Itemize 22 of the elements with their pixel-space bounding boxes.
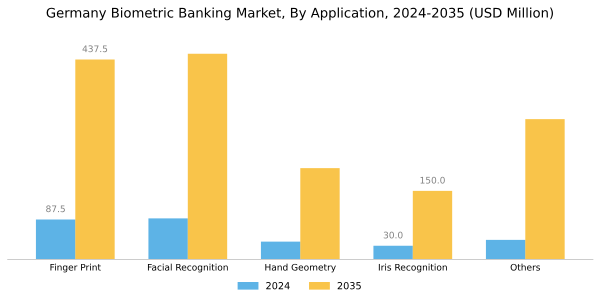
bar	[300, 168, 340, 260]
legend-label: 2035	[338, 282, 361, 290]
data-label: 87.5	[46, 205, 65, 212]
x-tick-label: Facial Recognition	[148, 264, 228, 272]
bar	[260, 242, 300, 260]
bar	[75, 60, 115, 260]
bar	[188, 54, 228, 260]
x-tick-label: Finger Print	[50, 264, 101, 272]
bar	[373, 246, 413, 260]
data-label: 150.0	[420, 176, 445, 184]
bar	[36, 220, 76, 260]
bar	[525, 119, 565, 260]
x-tick-label: Iris Recognition	[378, 264, 447, 272]
x-tick-label: Hand Geometry	[265, 264, 336, 272]
bar	[412, 190, 452, 260]
legend-label: 2024	[266, 282, 290, 290]
bar	[148, 218, 188, 260]
x-tick-label: Others	[510, 264, 540, 271]
bar	[486, 240, 526, 260]
data-label: 30.0	[384, 232, 403, 238]
data-label: 437.5	[82, 45, 108, 52]
chart-title: Germany Biometric Banking Market, By Application, 2024-2035 (USD Million)	[46, 8, 553, 20]
